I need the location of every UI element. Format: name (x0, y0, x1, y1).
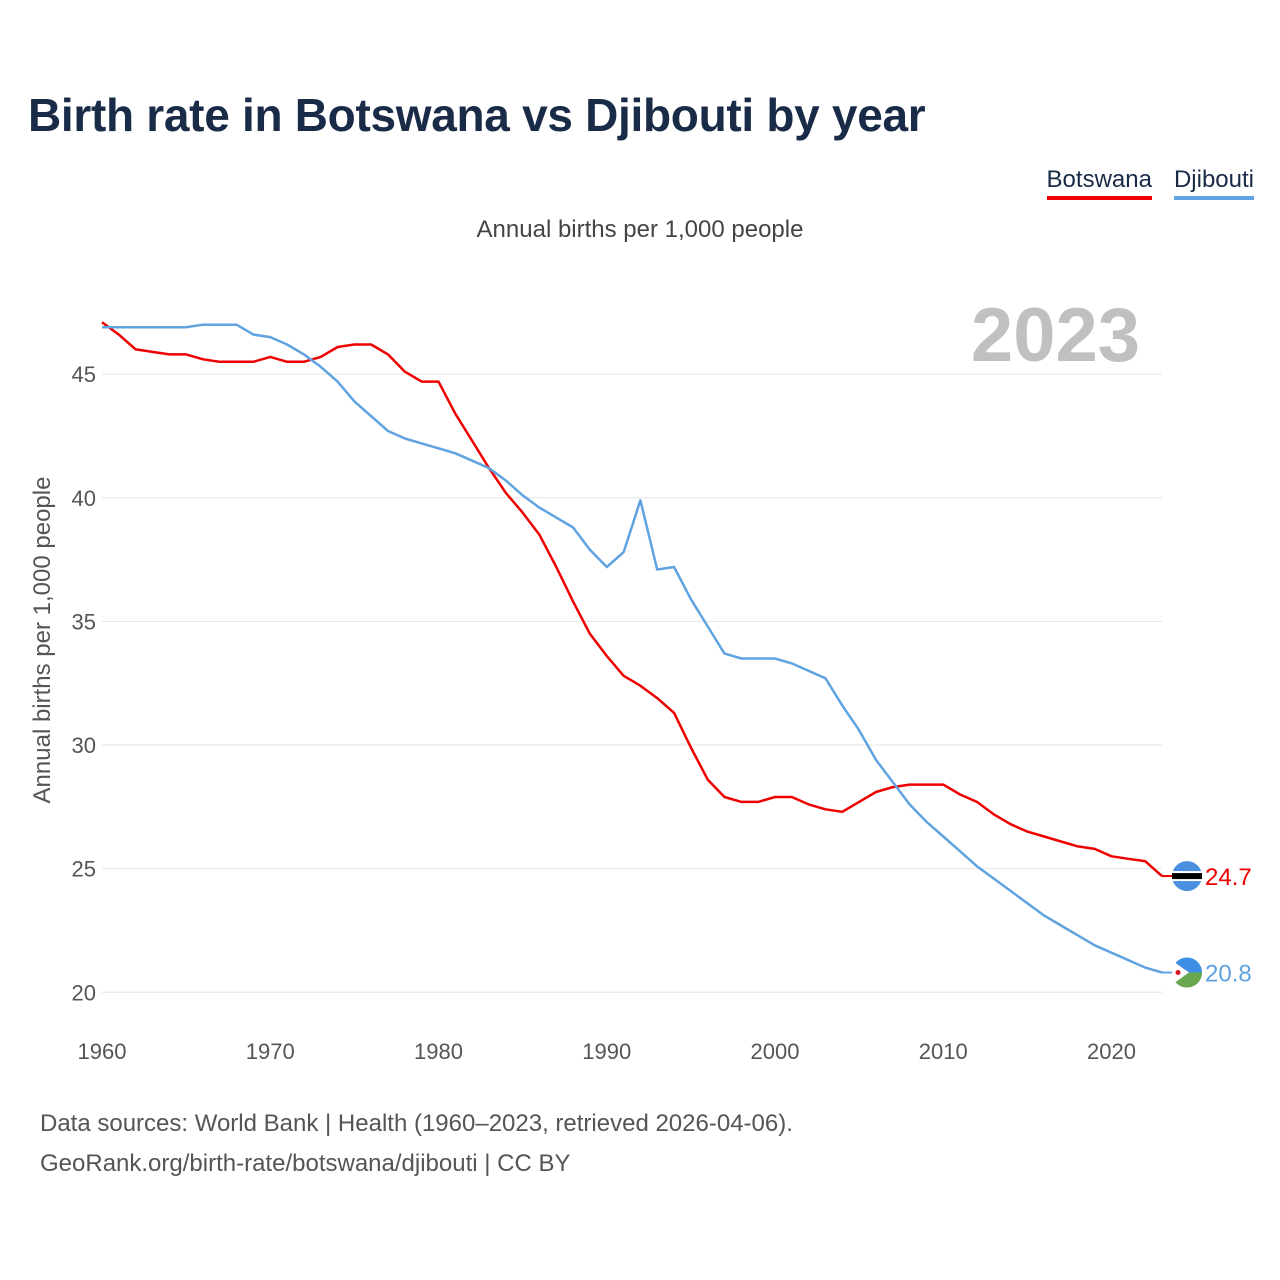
chart-subtitle: Annual births per 1,000 people (476, 216, 804, 243)
y-tick-label-20: 20 (72, 980, 96, 1005)
x-tick-label-2000: 2000 (751, 1039, 800, 1064)
chart-title: Birth rate in Botswana vs Djibouti by ye… (28, 89, 926, 141)
flag-icon-botswana-band (1172, 873, 1202, 880)
legend-item-djibouti[interactable]: Djibouti (1173, 166, 1254, 200)
x-tick-label-1960: 1960 (78, 1039, 127, 1064)
x-tick-label-1990: 1990 (582, 1039, 631, 1064)
y-axis-label: Annual births per 1,000 people (29, 477, 56, 804)
year-watermark: 2023 (971, 293, 1140, 378)
x-tick-label-1980: 1980 (414, 1039, 463, 1064)
x-tick-label-1970: 1970 (246, 1039, 295, 1064)
legend-item-botswana[interactable]: Botswana (1046, 166, 1152, 200)
x-tick-label-2010: 2010 (919, 1039, 968, 1064)
y-tick-label-35: 35 (72, 609, 96, 634)
series-line-djibouti (102, 323, 1163, 974)
footer-link[interactable]: GeoRank.org/birth-rate/botswana/djibouti… (40, 1150, 571, 1177)
x-tick-label-2020: 2020 (1087, 1039, 1136, 1064)
y-tick-label-40: 40 (72, 486, 96, 511)
legend: Botswana Djibouti (1046, 166, 1254, 200)
end-label-djibouti: 20.8 (1205, 960, 1252, 987)
end-label-botswana: 24.7 (1205, 864, 1252, 891)
y-tick-label-25: 25 (72, 857, 96, 882)
flag-icon-djibouti-star (1175, 969, 1181, 975)
y-tick-label-30: 30 (72, 733, 96, 758)
series-line-botswana (101, 321, 1163, 878)
footer: Data sources: World Bank | Health (1960–… (40, 1104, 793, 1184)
footer-sources: Data sources: World Bank | Health (1960–… (40, 1110, 793, 1137)
y-tick-label-45: 45 (72, 362, 96, 387)
